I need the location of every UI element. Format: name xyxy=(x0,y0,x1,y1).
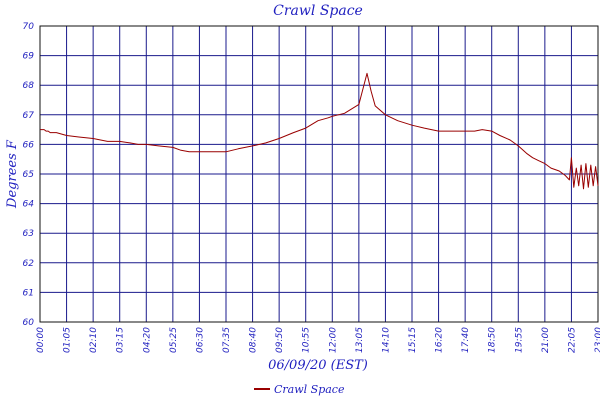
x-tick-label: 22:05 xyxy=(567,327,577,353)
series-layer xyxy=(40,72,599,190)
legend-label-crawl-space: Crawl Space xyxy=(274,383,345,396)
x-tick-label: 16:20 xyxy=(435,327,445,353)
x-tick-label: 07:35 xyxy=(222,327,232,353)
y-axis-ticks: 60 61 62 63 64 65 66 67 68 69 70 xyxy=(23,22,35,328)
y-axis-label: Degrees F xyxy=(5,139,20,209)
x-tick-label: 10:55 xyxy=(302,327,312,353)
y-tick-label: 64 xyxy=(23,200,35,210)
x-tick-label: 15:15 xyxy=(408,327,418,353)
x-tick-label: 21:00 xyxy=(541,327,551,353)
x-tick-label: 06:30 xyxy=(195,327,205,353)
y-tick-label: 65 xyxy=(23,170,35,180)
plot-area-border xyxy=(39,25,599,323)
x-tick-label: 23:00 xyxy=(594,327,600,353)
x-tick-label: 19:55 xyxy=(514,327,524,353)
x-tick-label: 14:10 xyxy=(381,327,391,353)
y-tick-label: 68 xyxy=(23,81,35,91)
y-tick-label: 61 xyxy=(23,288,34,298)
x-tick-label: 00:00 xyxy=(36,327,46,353)
y-tick-label: 70 xyxy=(23,22,35,32)
x-tick-label: 05:25 xyxy=(169,327,179,353)
x-tick-label: 01:05 xyxy=(63,327,73,353)
x-tick-label: 12:00 xyxy=(328,327,338,353)
legend: Crawl Space xyxy=(254,383,345,396)
x-tick-label: 08:40 xyxy=(249,327,259,353)
y-tick-label: 62 xyxy=(23,259,35,269)
x-tick-label: 03:15 xyxy=(116,327,126,353)
x-tick-label: 17:40 xyxy=(461,327,471,353)
y-tick-label: 63 xyxy=(23,229,35,239)
y-tick-label: 60 xyxy=(23,318,35,328)
series-line-crawl-space xyxy=(40,72,599,190)
x-tick-label: 04:20 xyxy=(142,327,152,353)
x-axis-label: 06/09/20 (EST) xyxy=(268,358,368,373)
y-tick-label: 69 xyxy=(23,52,35,62)
x-tick-label: 13:05 xyxy=(355,327,365,353)
x-tick-label: 02:10 xyxy=(89,327,99,353)
x-tick-label: 09:50 xyxy=(275,327,285,353)
x-tick-label: 18:50 xyxy=(488,327,498,353)
y-tick-label: 66 xyxy=(23,140,35,150)
chart-title: Crawl Space xyxy=(273,3,363,19)
y-tick-label: 67 xyxy=(23,111,35,121)
x-axis-ticks: 00:00 01:05 02:10 03:15 04:20 05:25 06:30 07:35… xyxy=(36,327,600,353)
